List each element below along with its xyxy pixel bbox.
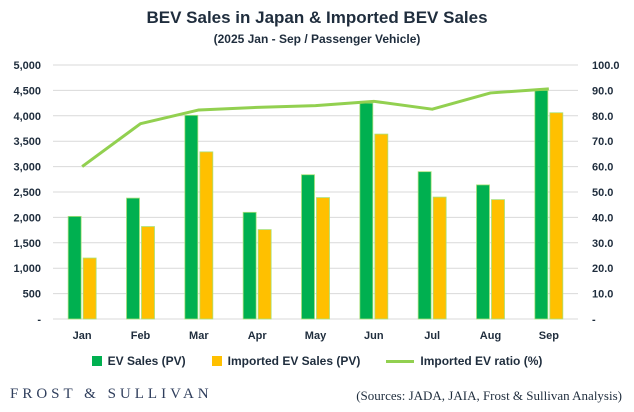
legend-swatch: [211, 356, 222, 366]
bar-ev-sales: [184, 114, 199, 320]
y-left-tick-label: 1,000: [13, 263, 41, 275]
y-right-tick-label: 80.0: [592, 111, 613, 123]
x-tick-label: Mar: [189, 330, 209, 342]
y-right-tick-label: 70.0: [592, 136, 613, 148]
y-left-tick-label: -: [37, 314, 41, 326]
bar-imported-ev-sales: [257, 229, 272, 320]
x-tick-label: May: [305, 330, 327, 342]
bar-ev-sales: [359, 102, 374, 320]
bar-ev-sales: [242, 211, 257, 320]
x-tick-label: Sep: [539, 330, 559, 342]
legend-item-ev-sales: EV Sales (PV): [91, 354, 186, 368]
legend-swatch: [91, 356, 102, 366]
y-right-tick-label: 100.0: [592, 60, 620, 72]
legend-label: EV Sales (PV): [107, 354, 186, 368]
y-left-tick-label: 4,000: [13, 111, 41, 123]
bar-imported-ev-sales: [199, 151, 214, 320]
bar-ev-sales: [534, 90, 549, 320]
bar-imported-ev-sales: [374, 133, 389, 320]
legend-item-imported-ev-sales: Imported EV Sales (PV): [211, 354, 361, 368]
source-note: (Sources: JADA, JAIA, Frost & Sullivan A…: [356, 388, 622, 403]
legend-label: Imported EV ratio (%): [420, 354, 543, 368]
chart-title: BEV Sales in Japan & Imported BEV Sales: [146, 8, 488, 27]
y-right-tick-label: 40.0: [592, 212, 613, 224]
bar-imported-ev-sales: [141, 226, 155, 320]
y-right-tick-label: 90.0: [592, 85, 613, 97]
bar-imported-ev-sales: [491, 199, 505, 320]
bar-ev-sales: [476, 184, 490, 320]
bar-ev-sales: [126, 197, 140, 320]
x-tick-label: Apr: [248, 330, 268, 342]
legend-label: Imported EV Sales (PV): [227, 354, 361, 368]
x-tick-label: Feb: [131, 330, 151, 342]
chart-subtitle: (2025 Jan - Sep / Passenger Vehicle): [213, 32, 421, 46]
y-left-tick-label: 500: [23, 289, 41, 301]
x-tick-label: Jan: [73, 330, 92, 342]
y-right-tick-label: 20.0: [592, 263, 613, 275]
y-right-tick-label: 30.0: [592, 238, 613, 250]
frost-sullivan-logo: FROST & SULLIVAN: [10, 386, 213, 402]
y-left-tick-label: 2,000: [13, 212, 41, 224]
bar-ev-sales: [417, 171, 432, 320]
bar-imported-ev-sales: [316, 197, 330, 320]
bar-imported-ev-sales: [82, 257, 97, 320]
bar-imported-ev-sales: [432, 196, 447, 320]
y-left-tick-label: 2,500: [13, 187, 41, 199]
bar-ev-sales: [67, 215, 82, 320]
y-left-tick-label: 3,500: [13, 136, 41, 148]
bar-imported-ev-sales: [549, 112, 564, 320]
y-right-tick-label: 50.0: [592, 187, 613, 199]
x-tick-label: Jun: [364, 330, 384, 342]
y-right-tick-label: -: [592, 314, 596, 326]
line-imported-ev-ratio: [81, 87, 549, 168]
y-left-tick-label: 1,500: [13, 238, 41, 250]
y-right-tick-label: 10.0: [592, 289, 613, 301]
legend-item-imported-ev-ratio: Imported EV ratio (%): [386, 354, 542, 368]
y-left-tick-label: 4,500: [13, 85, 41, 97]
legend: EV Sales (PV) Imported EV Sales (PV) Imp…: [0, 354, 634, 368]
y-left-tick-label: 3,000: [13, 162, 41, 174]
y-left-tick-label: 5,000: [13, 60, 41, 72]
x-tick-label: Jul: [424, 330, 440, 342]
y-right-tick-label: 60.0: [592, 162, 613, 174]
x-tick-label: Aug: [480, 330, 501, 342]
legend-swatch: [386, 359, 415, 363]
bar-ev-sales: [301, 174, 315, 320]
